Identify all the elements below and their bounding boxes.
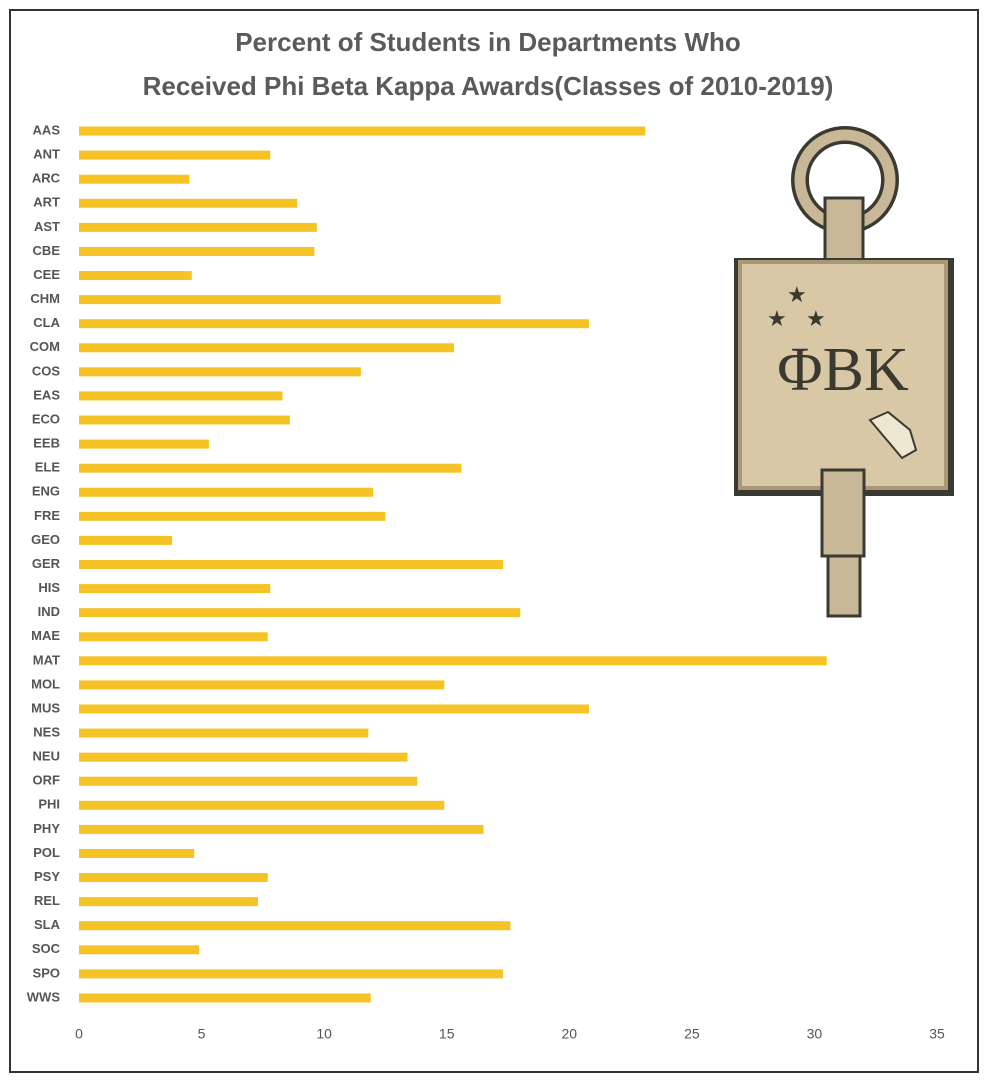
bar [79,271,192,281]
y-tick-label: ELE [35,460,61,475]
y-tick-label: WWS [27,989,61,1004]
bar [79,776,418,786]
svg-text:★: ★ [787,282,807,307]
y-tick-label: PSY [34,869,60,884]
chart-subtitle: Received Phi Beta Kappa Awards(Classes o… [143,71,834,101]
x-tick-label: 20 [561,1026,577,1042]
y-tick-label: NES [33,725,60,740]
bar [79,728,369,738]
y-tick-label: MOL [31,676,60,691]
bar [79,704,589,714]
bar [79,415,290,425]
x-tick-label: 0 [75,1026,83,1042]
bar [79,897,258,907]
bar [79,174,190,184]
y-tick-label: ART [33,195,60,210]
bar [79,584,271,594]
bar [79,439,209,449]
y-tick-label: CBE [33,243,61,258]
bar [79,511,386,521]
bar [79,367,361,377]
y-tick-label: HIS [38,580,60,595]
y-tick-label: IND [38,604,60,619]
y-tick-label: ECO [32,411,60,426]
bar [79,150,271,160]
y-tick-label: AST [34,219,60,234]
bar [79,560,504,569]
svg-text:★: ★ [767,306,787,331]
bar [79,246,315,256]
key-logo: ★ ★ ★ ΦΒΚ [734,126,954,618]
y-tick-label: SPO [33,965,60,980]
y-tick-label: FRE [34,508,60,523]
bar [79,824,484,834]
bar [79,993,371,1003]
bar [79,921,511,931]
bar [79,463,462,473]
y-tick-label: SOC [32,941,61,956]
y-tick-label: EAS [33,387,60,402]
svg-text:★: ★ [806,306,826,331]
y-tick-label: GER [32,556,61,571]
bar [79,487,374,497]
y-tick-label: CLA [33,315,60,330]
x-tick-label: 25 [684,1026,700,1042]
chart-title: Percent of Students in Departments Who [235,27,741,57]
bar [79,608,521,618]
x-tick-label: 5 [198,1026,206,1042]
x-tick-label: 15 [439,1026,455,1042]
y-tick-label: NEU [33,749,60,764]
bar [79,391,283,401]
y-tick-label: ENG [32,484,60,499]
bar [79,295,501,305]
bar [79,222,317,232]
x-tick-label: 30 [807,1026,823,1042]
bar [79,680,445,690]
logo-text: ΦΒΚ [777,336,909,404]
bar [79,945,200,955]
bar [79,319,589,329]
y-tick-label: COS [32,363,61,378]
y-tick-label: ANT [33,147,60,162]
y-tick-label: GEO [31,532,60,547]
bar [79,873,268,883]
bar [79,752,408,762]
x-tick-label: 10 [316,1026,332,1042]
bar [79,632,268,642]
y-tick-label: ARC [32,171,61,186]
frame [9,9,979,1073]
bar [79,969,504,979]
y-tick-label: ORF [33,773,61,788]
y-tick-label: POL [33,845,60,860]
y-tick-label: CHM [30,291,60,306]
bar [79,848,195,858]
y-tick-label: AAS [33,122,61,137]
y-tick-label: EEB [33,436,60,451]
bar [79,656,827,666]
y-tick-label: CEE [33,267,60,282]
y-tick-label: MAT [33,652,60,667]
y-tick-label: MUS [31,700,60,715]
bar [79,535,173,545]
y-tick-label: SLA [34,917,61,932]
y-tick-label: REL [34,893,60,908]
x-tick-label: 35 [929,1026,945,1042]
bar [79,198,298,208]
bar [79,800,445,810]
y-tick-label: MAE [31,628,60,643]
bar [79,126,646,136]
y-tick-label: PHY [33,821,60,836]
bar [79,343,455,353]
y-tick-label: PHI [38,797,60,812]
y-tick-label: COM [30,339,60,354]
